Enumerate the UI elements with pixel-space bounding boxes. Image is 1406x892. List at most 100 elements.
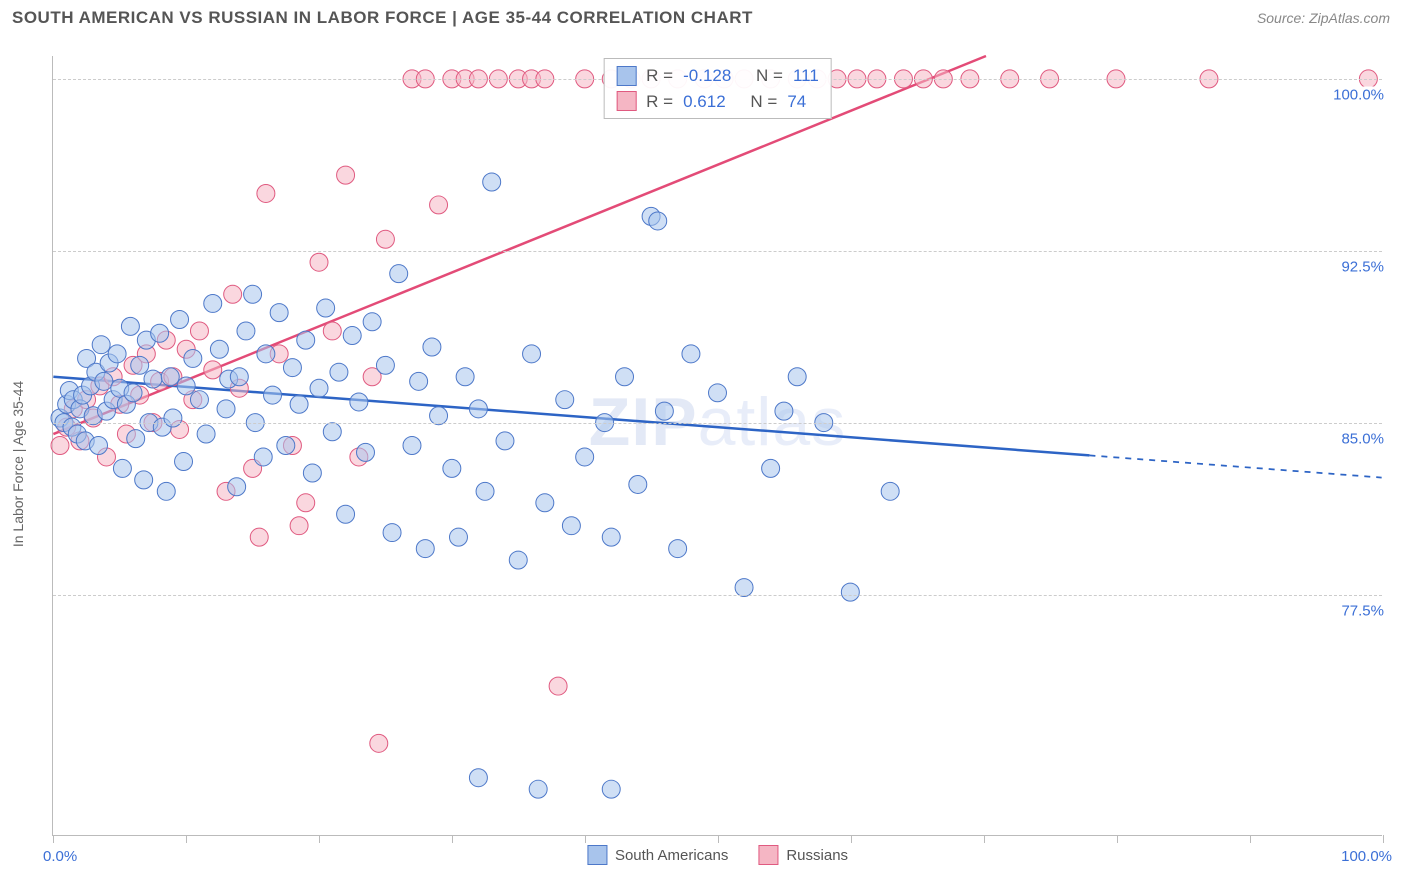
data-point [190,322,208,340]
data-point [290,395,308,413]
x-tick [452,835,453,843]
data-point [113,459,131,477]
y-tick-label: 92.5% [1335,259,1384,276]
data-point [841,583,859,601]
data-point [290,517,308,535]
data-point [350,393,368,411]
swatch-blue-icon [587,845,607,865]
data-point [576,448,594,466]
data-point [224,285,242,303]
data-point [171,310,189,328]
data-point [602,780,620,798]
gridline [53,423,1382,424]
gridline [53,595,1382,596]
y-tick-label: 85.0% [1335,431,1384,448]
data-point [257,184,275,202]
data-point [270,304,288,322]
data-point [250,528,268,546]
data-point [244,285,262,303]
swatch-pink-icon [758,845,778,865]
series-label-sa: South Americans [615,847,728,864]
data-point [483,173,501,191]
x-tick [851,835,852,843]
data-point [283,359,301,377]
data-point [230,368,248,386]
data-point [669,540,687,558]
data-point [629,475,647,493]
data-point [430,407,448,425]
data-point [383,524,401,542]
data-point [175,453,193,471]
data-point [108,345,126,363]
x-tick [585,835,586,843]
source-label: Source: ZipAtlas.com [1257,10,1390,26]
data-point [204,361,222,379]
data-point [237,322,255,340]
data-point [197,425,215,443]
y-tick-label: 100.0% [1327,86,1384,103]
data-point [330,363,348,381]
data-point [509,551,527,569]
data-point [788,368,806,386]
data-point [337,505,355,523]
data-point [469,769,487,787]
chart-title: SOUTH AMERICAN VS RUSSIAN IN LABOR FORCE… [12,8,753,28]
data-point [357,443,375,461]
r-value-ru: 0.612 [683,89,726,115]
n-value-sa: 111 [793,63,819,89]
data-point [496,432,514,450]
data-point [735,579,753,597]
data-point [310,253,328,271]
data-point [228,478,246,496]
data-point [443,459,461,477]
series-legend: South Americans Russians [587,845,848,865]
data-point [469,400,487,418]
data-point [190,391,208,409]
data-point [297,331,315,349]
data-point [410,372,428,390]
data-point [376,230,394,248]
x-axis-min: 0.0% [43,848,77,865]
plot-region: ZIPatlas R = -0.128 N = 111 R = 0.612 N … [52,56,1382,836]
data-point [135,471,153,489]
x-tick [1383,835,1384,843]
x-tick [1250,835,1251,843]
data-point [523,345,541,363]
data-point [403,437,421,455]
data-point [92,336,110,354]
legend-row-pink: R = 0.612 N = 74 [616,89,819,115]
swatch-blue [616,66,636,86]
data-point [602,528,620,546]
x-tick [319,835,320,843]
data-point [303,464,321,482]
data-point [655,402,673,420]
x-tick [1117,835,1118,843]
data-point [775,402,793,420]
data-point [297,494,315,512]
x-tick [53,835,54,843]
data-point [881,482,899,500]
y-tick-label: 77.5% [1335,603,1384,620]
data-point [556,391,574,409]
data-point [254,448,272,466]
data-point [449,528,467,546]
data-point [121,317,139,335]
data-point [323,322,341,340]
data-point [682,345,700,363]
data-point [549,677,567,695]
x-tick [718,835,719,843]
data-point [376,356,394,374]
data-point [164,409,182,427]
data-point [124,384,142,402]
data-point [536,494,554,512]
data-point [476,482,494,500]
data-point [709,384,727,402]
y-axis-label: In Labor Force | Age 35-44 [10,381,26,547]
data-point [204,294,222,312]
data-point [90,437,108,455]
swatch-pink [616,91,636,111]
x-axis-max: 100.0% [1341,848,1392,865]
data-point [310,379,328,397]
x-tick [984,835,985,843]
data-point [144,370,162,388]
